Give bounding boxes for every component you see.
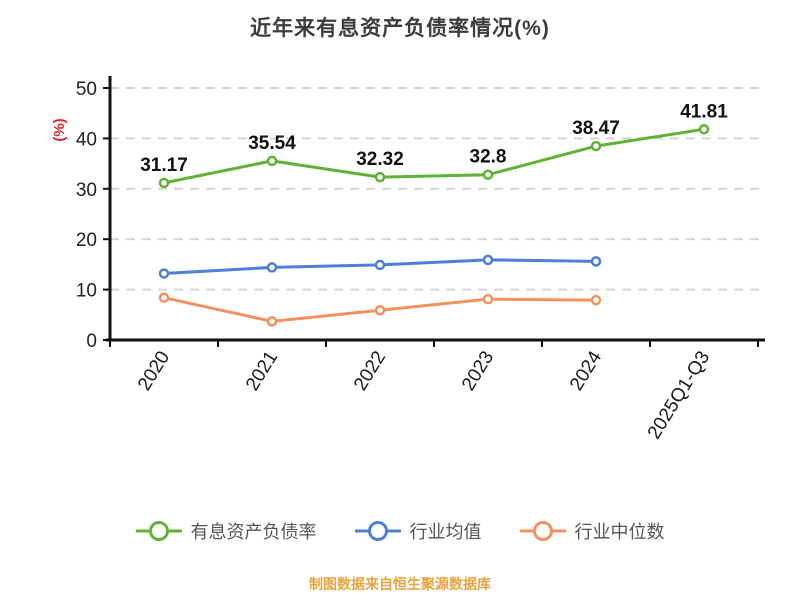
x-tick-label: 2024 [566, 347, 606, 394]
chart-title: 近年来有息资产负债率情况(%) [250, 17, 550, 40]
x-tick-label: 2023 [458, 348, 498, 395]
data-point [158, 268, 170, 279]
legend-marker-icon [354, 521, 401, 541]
legend-item-1[interactable]: 有息资产负债率 [135, 518, 317, 544]
data-source-note: 制图数据来自恒生聚源数据库 [309, 576, 491, 592]
legend-marker-icon [135, 521, 182, 541]
series-line [162, 127, 706, 185]
data-point [590, 140, 602, 152]
data-point [266, 316, 278, 327]
data-point [266, 155, 278, 167]
data-label: 32.8 [470, 147, 507, 168]
data-point [590, 294, 602, 306]
data-point [698, 124, 710, 135]
data-point [482, 293, 494, 305]
y-tick-label: 0 [86, 331, 97, 352]
data-point [374, 171, 386, 183]
data-point [482, 254, 494, 266]
y-axis-label: (%) [51, 118, 68, 141]
legend-label: 有息资产负债率 [190, 522, 317, 542]
data-point [482, 169, 494, 180]
x-tick-label: 2020 [134, 348, 174, 395]
data-point [590, 256, 602, 267]
data-point [374, 259, 386, 271]
data-point [158, 292, 170, 303]
data-point [374, 305, 386, 316]
data-point [266, 262, 278, 273]
y-tick-label: 40 [76, 129, 97, 150]
data-label: 31.17 [140, 155, 188, 176]
y-tick-label: 50 [76, 79, 97, 100]
data-label: 41.81 [680, 101, 728, 122]
data-label: 32.32 [356, 149, 404, 170]
y-tick-label: 10 [76, 281, 97, 302]
line-chart-canvas: 0 10 20 30 40 50 (%) 2020 2021 2022 2023 2024 2025Q1… [51, 76, 765, 443]
legend-item-2[interactable]: 行业均值 [354, 518, 482, 544]
legend-label: 行业均值 [409, 522, 482, 542]
x-tick-label: 2021 [242, 348, 282, 395]
y-tick-label: 20 [76, 230, 97, 251]
y-tick-label: 30 [76, 180, 97, 201]
data-label: 35.54 [248, 133, 296, 154]
legend-marker-icon [519, 521, 566, 541]
legend-item-3[interactable]: 行业中位数 [519, 518, 665, 544]
data-label: 38.47 [572, 118, 620, 139]
x-tick-label: 2022 [350, 348, 390, 395]
legend-label: 行业中位数 [574, 522, 665, 542]
x-tick-label: 2025Q1-Q3 [644, 348, 714, 443]
legend: 有息资产负债率 行业均值 行业中位数 [0, 518, 800, 544]
data-point [158, 177, 170, 189]
